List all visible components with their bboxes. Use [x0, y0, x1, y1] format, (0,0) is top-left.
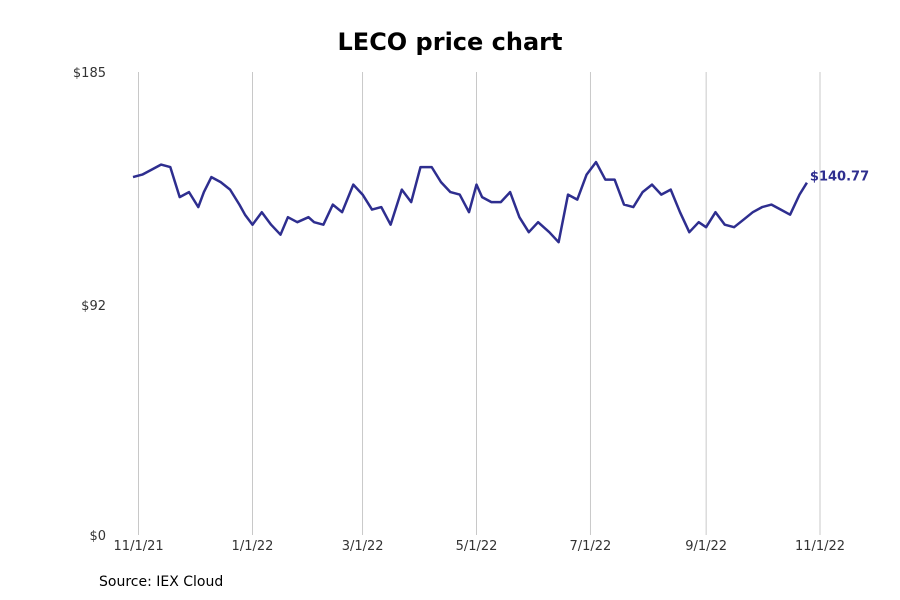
x-tick-label: 5/1/22	[456, 539, 498, 554]
x-tick-label: 11/1/22	[795, 539, 845, 554]
last-price-label: $140.77	[810, 170, 869, 185]
y-axis: $185 $92 $0	[73, 66, 106, 544]
x-axis: 11/1/21 1/1/22 3/1/22 5/1/22 7/1/22 9/1/22 11/…	[114, 539, 846, 554]
x-tick-label: 3/1/22	[342, 539, 384, 554]
price-line	[132, 160, 808, 244]
x-tick-label: 7/1/22	[569, 539, 611, 554]
grid-lines	[138, 72, 821, 535]
x-tick-label: 11/1/21	[114, 539, 164, 554]
x-tick-label: 9/1/22	[685, 539, 727, 554]
source-note: Source: IEX Cloud	[99, 574, 224, 590]
y-tick-label: $185	[73, 66, 106, 81]
chart-title: LECO price chart	[337, 28, 563, 56]
y-tick-label: $92	[81, 299, 106, 314]
x-tick-label: 1/1/22	[232, 539, 274, 554]
y-tick-label: $0	[89, 529, 106, 544]
